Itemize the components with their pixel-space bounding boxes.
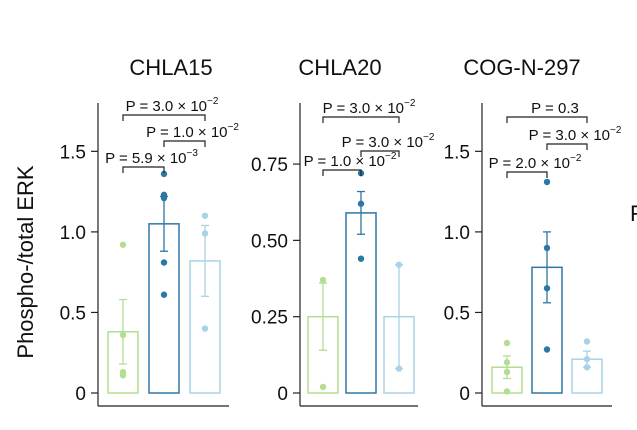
data-point bbox=[160, 170, 168, 178]
y-tick-label: 0.75 bbox=[251, 155, 288, 176]
p-value-label: P = 1.0 × 10−2 bbox=[146, 122, 239, 141]
p-value-label: P = 3.0 × 10−2 bbox=[529, 125, 622, 144]
data-point bbox=[357, 255, 365, 262]
data-point bbox=[583, 338, 591, 345]
data-point bbox=[160, 291, 168, 298]
y-tick-label: 0.5 bbox=[60, 303, 86, 324]
y-tick-label: 1.5 bbox=[60, 142, 86, 163]
bar-2 bbox=[345, 212, 377, 394]
data-point bbox=[503, 339, 511, 347]
data-point bbox=[319, 276, 327, 284]
significance-bracket bbox=[360, 150, 400, 157]
data-point bbox=[201, 325, 209, 332]
p-value-label: P = 3.0 × 10−2 bbox=[323, 98, 416, 117]
p-value-exponent: −2 bbox=[385, 151, 397, 162]
data-point bbox=[201, 212, 209, 219]
p-value-label: P = 5.9 × 10−3 bbox=[105, 148, 198, 167]
data-point bbox=[119, 331, 127, 339]
p-value-exponent: −2 bbox=[228, 122, 240, 133]
data-point bbox=[503, 388, 511, 395]
data-point bbox=[160, 194, 168, 202]
y-tick-label: 0 bbox=[459, 384, 470, 405]
data-point bbox=[543, 244, 551, 252]
cut-off-panel-letter: F bbox=[630, 201, 637, 226]
data-point bbox=[543, 285, 551, 292]
significance-bracket bbox=[506, 116, 588, 123]
y-axis-title: Phospho-/total ERK bbox=[13, 165, 38, 359]
p-value-label: P = 1.0 × 10−2 bbox=[304, 151, 397, 170]
data-point bbox=[395, 365, 403, 372]
data-point bbox=[319, 383, 327, 391]
p-value-label: P = 3.0 × 10−2 bbox=[126, 96, 219, 115]
data-point bbox=[543, 178, 551, 186]
panel-title: COG-N-297 bbox=[463, 55, 580, 80]
p-value-exponent: −2 bbox=[570, 153, 582, 164]
p-value-exponent: −3 bbox=[187, 148, 199, 159]
y-tick-label: 0.50 bbox=[251, 231, 288, 252]
data-point bbox=[395, 261, 403, 268]
data-point bbox=[503, 359, 511, 366]
p-value-exponent: −2 bbox=[404, 98, 416, 109]
significance-bracket bbox=[163, 140, 206, 147]
significance-bracket bbox=[322, 116, 400, 123]
data-point bbox=[583, 364, 591, 371]
p-value-exponent: −2 bbox=[610, 125, 622, 136]
significance-bracket bbox=[546, 143, 588, 150]
p-value-label: P = 3.0 × 10−2 bbox=[342, 132, 435, 151]
data-point bbox=[201, 230, 209, 237]
y-tick-label: 1.0 bbox=[444, 223, 470, 244]
significance-bracket bbox=[122, 114, 206, 121]
panel-3: COG-N-297 0 0.5 1.0 1.5 P = 2.0 × 10−2 P = 3.0… bbox=[444, 55, 622, 407]
p-value-exponent: −2 bbox=[423, 132, 435, 143]
y-tick-label: 0.25 bbox=[251, 308, 288, 329]
data-point bbox=[160, 259, 168, 266]
y-tick-label: 0 bbox=[75, 384, 86, 405]
significance-bracket bbox=[122, 166, 165, 173]
data-point bbox=[357, 200, 365, 207]
significance-bracket bbox=[506, 171, 548, 178]
data-point bbox=[119, 241, 127, 248]
data-point bbox=[583, 355, 591, 363]
panel-1: CHLA15 0 0.5 1.0 1.5 P = 5.9 × 10−3 P = 1.0 × … bbox=[60, 55, 239, 407]
p-value-label: P = 2.0 × 10−2 bbox=[489, 153, 582, 172]
data-point bbox=[119, 372, 127, 379]
data-point bbox=[543, 346, 551, 353]
panel-title: CHLA20 bbox=[298, 55, 381, 80]
panels: CHLA15 0 0.5 1.0 1.5 P = 5.9 × 10−3 P = 1.0 × … bbox=[60, 55, 622, 407]
p-value-exponent: −2 bbox=[207, 96, 219, 107]
significance-bracket bbox=[322, 169, 362, 176]
y-tick-label: 1.5 bbox=[444, 142, 470, 163]
panel-title: CHLA15 bbox=[129, 55, 212, 80]
y-tick-label: 0 bbox=[277, 384, 288, 405]
p-value-label: P = 0.3 bbox=[531, 100, 579, 117]
y-tick-label: 0.5 bbox=[444, 303, 470, 324]
y-tick-label: 1.0 bbox=[60, 223, 86, 244]
data-point bbox=[503, 368, 511, 376]
